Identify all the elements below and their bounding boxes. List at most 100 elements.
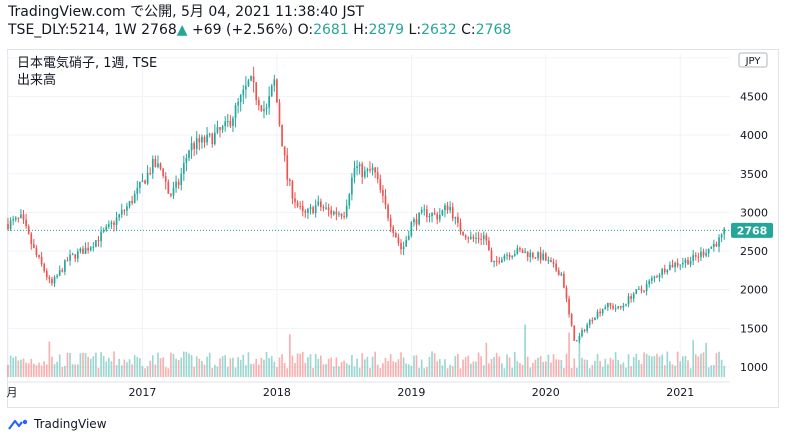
- volume-bar: [687, 360, 689, 377]
- volume-bar: [575, 367, 578, 377]
- candle-body: [51, 279, 53, 284]
- candle-body: [172, 187, 175, 196]
- volume-bar: [415, 355, 418, 377]
- candle-body: [630, 296, 632, 299]
- candle-body: [162, 168, 164, 177]
- candle-body: [270, 85, 273, 97]
- candle-body: [534, 257, 537, 259]
- volume-bar: [332, 366, 335, 377]
- volume-bar: [82, 352, 84, 377]
- volume-bar: [596, 353, 599, 377]
- candle-body: [387, 205, 389, 219]
- candle-body: [38, 255, 40, 258]
- candle-body: [157, 163, 159, 168]
- candle-body: [573, 325, 576, 341]
- candle-body: [457, 216, 459, 223]
- volume-bar: [353, 366, 356, 377]
- volume-bar: [441, 365, 444, 377]
- volume-bar: [423, 368, 426, 377]
- volume-bar: [12, 357, 15, 377]
- candle-body: [330, 210, 333, 215]
- candle-body: [107, 224, 110, 227]
- candle-body: [351, 177, 353, 195]
- volume-bar: [472, 361, 475, 377]
- volume-bar: [723, 365, 726, 377]
- volume-bar: [438, 359, 441, 377]
- footer-brand[interactable]: TradingView: [8, 416, 107, 432]
- close-value: 2768: [475, 22, 512, 38]
- volume-bar: [413, 355, 415, 377]
- volume-bar: [358, 367, 361, 377]
- candle-body: [627, 296, 630, 305]
- candle-body: [619, 306, 622, 308]
- volume-bar: [27, 363, 30, 377]
- candle-body: [469, 236, 472, 239]
- candle-body: [219, 127, 221, 130]
- volume-bar: [640, 363, 643, 377]
- candle-body: [503, 255, 506, 260]
- candle-body: [12, 219, 15, 221]
- volume-bar: [301, 351, 304, 377]
- candle-body: [666, 270, 669, 273]
- candle-body: [48, 277, 51, 280]
- candle-body: [532, 252, 534, 258]
- volume-bar: [206, 356, 208, 377]
- volume-bar: [674, 365, 676, 377]
- volume-bar: [570, 367, 573, 377]
- candle-body: [206, 134, 208, 143]
- y-tick-label: 3000: [740, 206, 768, 219]
- candle-body: [115, 217, 118, 225]
- volume-bar: [550, 362, 552, 377]
- volume-bar: [495, 352, 498, 377]
- current-price-badge: 2768: [731, 222, 773, 238]
- y-tick-label: 4500: [740, 91, 768, 104]
- candle-body: [697, 256, 700, 258]
- volume-bar: [718, 351, 720, 377]
- candle-body: [332, 211, 335, 215]
- candle-body: [188, 150, 190, 159]
- candle-body: [170, 193, 172, 196]
- volume-bar: [679, 361, 682, 377]
- candle-body: [591, 319, 594, 321]
- candle-body: [110, 222, 113, 225]
- volume-bar: [20, 359, 22, 377]
- volume-bar: [609, 357, 612, 377]
- candle-body: [151, 159, 154, 174]
- candle-body: [526, 251, 529, 258]
- volume-bar: [694, 354, 697, 377]
- candle-body: [581, 330, 583, 336]
- volume-bar: [56, 361, 58, 377]
- volume-bar: [273, 361, 276, 377]
- candle-body: [544, 253, 547, 261]
- candle-body: [175, 181, 177, 188]
- candle-body: [392, 227, 395, 234]
- volume-bar: [294, 363, 296, 377]
- candle-body: [653, 276, 656, 279]
- volume-bar: [131, 364, 133, 377]
- candle-body: [715, 243, 718, 247]
- volume-bar: [242, 354, 245, 377]
- volume-bar: [612, 359, 614, 377]
- volume-bar: [208, 352, 211, 377]
- candle-body: [291, 181, 294, 199]
- up-arrow-icon: ▲: [176, 22, 188, 38]
- volume-bar: [162, 357, 164, 377]
- candle-body: [694, 255, 697, 257]
- candle-body: [723, 228, 726, 235]
- volume-bar: [650, 356, 653, 377]
- candle-body: [185, 158, 188, 164]
- volume-bar: [658, 356, 661, 377]
- candle-body: [348, 194, 351, 206]
- volume-bar: [232, 357, 234, 377]
- volume-bar: [361, 353, 364, 377]
- candle-body: [309, 207, 312, 209]
- candle-body: [322, 207, 325, 209]
- volume-bar: [7, 364, 9, 377]
- grid: [7, 54, 730, 377]
- volume-bar: [521, 364, 524, 377]
- y-tick-label: 4000: [740, 129, 768, 142]
- candle-body: [35, 247, 38, 256]
- volume-bar: [418, 367, 420, 377]
- candle-body: [663, 268, 666, 273]
